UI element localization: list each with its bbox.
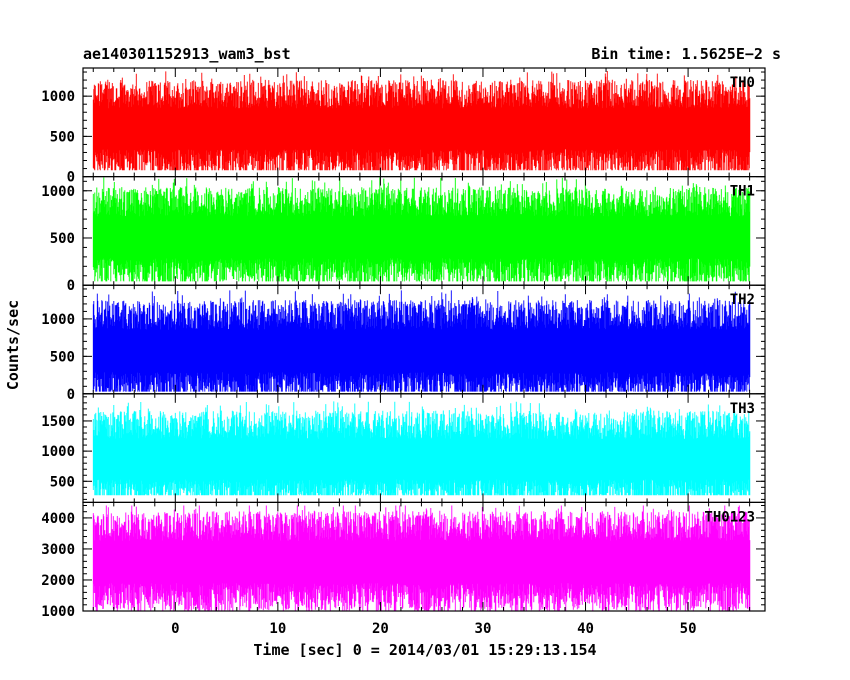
y-tick-label: 0	[67, 170, 75, 186]
panel-th3: 500 1000 1500 TH3	[41, 393, 766, 503]
y-tick-label: 1000	[41, 604, 75, 620]
panel-label: TH0	[730, 75, 755, 91]
y-tick-label: 2000	[41, 573, 75, 589]
y-tick-label: 1000	[41, 312, 75, 328]
panel-th2: 0 500 1000 TH2	[41, 284, 766, 403]
series-th1	[92, 177, 751, 282]
y-tick-label: 4000	[41, 511, 75, 527]
panel-th0123: 1000 2000 3000 4000 TH0123	[41, 501, 766, 620]
series-th0	[92, 71, 751, 171]
x-axis-label: Time [sec] 0 = 2014/03/01 15:29:13.154	[253, 641, 596, 659]
x-tick-label: 30	[475, 621, 492, 637]
series-th2	[92, 290, 751, 392]
chart-title: ae140301152913_wam3_bst	[83, 45, 291, 63]
x-tick-label: 0	[171, 621, 179, 637]
y-tick-label: 3000	[41, 542, 75, 558]
panel-th0: 0 500 1000 TH0	[41, 67, 766, 186]
panel-label: TH0123	[704, 509, 755, 525]
y-tick-label: 1000	[41, 184, 75, 200]
y-tick-label: 500	[50, 129, 75, 145]
bin-time-label: Bin time: 1.5625E−2 s	[591, 45, 781, 63]
panel-label: TH1	[730, 184, 755, 200]
y-tick-label: 1000	[41, 89, 75, 105]
y-tick-label: 0	[67, 278, 75, 294]
panel-label: TH2	[730, 292, 755, 308]
y-axis-label: Counts/sec	[4, 300, 22, 390]
series-th0123	[92, 505, 751, 611]
x-tick-label: 50	[680, 621, 697, 637]
y-tick-label: 500	[50, 349, 75, 365]
y-tick-label: 1500	[41, 414, 75, 430]
panel-frame	[82, 501, 766, 612]
panel-label: TH3	[730, 401, 755, 417]
y-tick-label: 0	[67, 387, 75, 403]
x-tick-label: 20	[372, 621, 389, 637]
x-tick-label: 10	[269, 621, 286, 637]
panel-th1: 0 500 1000 TH1	[41, 176, 766, 294]
series-th3	[92, 401, 751, 496]
y-tick-label: 1000	[41, 444, 75, 460]
y-tick-label: 500	[50, 474, 75, 490]
x-tick-label: 40	[577, 621, 594, 637]
y-tick-label: 500	[50, 231, 75, 247]
